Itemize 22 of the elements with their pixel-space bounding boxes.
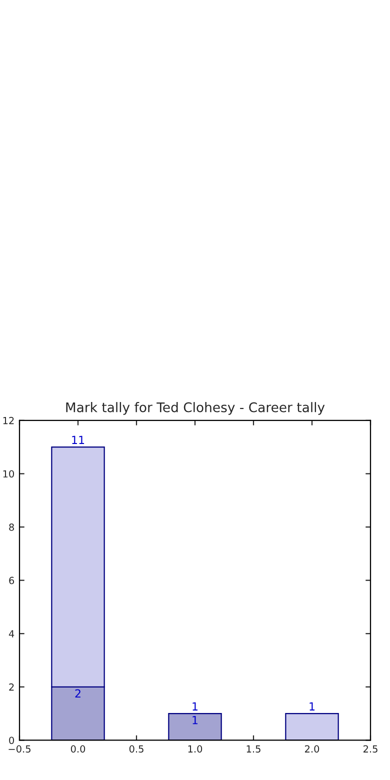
y-tick-label: 0 bbox=[9, 736, 14, 744]
data-label: 1 bbox=[192, 716, 198, 724]
x-tick-label: 0.0 bbox=[70, 745, 86, 753]
y-tick-label: 10 bbox=[3, 470, 14, 478]
x-tick-label: 2.5 bbox=[363, 745, 378, 753]
data-label: 2 bbox=[75, 689, 80, 698]
bar bbox=[285, 713, 339, 740]
x-tick-label: −0.5 bbox=[8, 745, 30, 753]
total-label: 11 bbox=[72, 436, 84, 444]
y-tick-label: 4 bbox=[8, 630, 14, 638]
y-tick-label: 6 bbox=[9, 576, 14, 584]
x-tick-label: 2.0 bbox=[304, 745, 320, 753]
chart-title: Mark tally for Ted Clohesy - Career tally bbox=[66, 402, 325, 415]
total-label: 1 bbox=[310, 702, 315, 710]
total-label: 1 bbox=[192, 702, 198, 710]
x-tick-label: 1.0 bbox=[188, 745, 202, 753]
x-tick-label: 0.5 bbox=[129, 745, 144, 753]
x-tick-label: 1.5 bbox=[246, 745, 260, 753]
y-tick-label: 12 bbox=[3, 416, 14, 424]
y-tick-label: 2 bbox=[9, 683, 14, 691]
y-tick-label: 8 bbox=[9, 524, 14, 531]
bar bbox=[168, 713, 222, 740]
